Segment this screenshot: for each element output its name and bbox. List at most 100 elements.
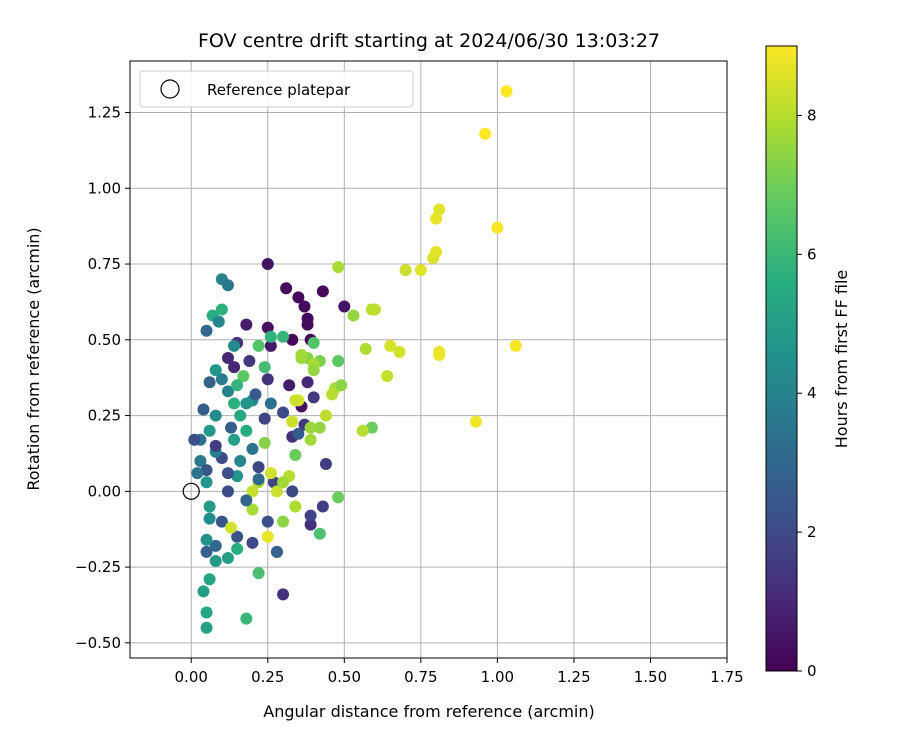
data-point — [221, 279, 234, 292]
data-point — [301, 376, 314, 389]
data-point — [200, 621, 213, 634]
data-point — [240, 397, 253, 410]
data-point — [261, 321, 274, 334]
data-point — [252, 567, 265, 580]
x-tick-label: 0.75 — [404, 668, 437, 686]
data-point — [200, 606, 213, 619]
data-point — [286, 485, 299, 498]
data-point — [430, 212, 443, 225]
data-points — [188, 85, 522, 634]
data-point — [246, 442, 259, 455]
data-point — [430, 245, 443, 258]
colorbar-frame — [765, 45, 798, 672]
data-point — [500, 85, 513, 98]
data-point — [319, 409, 332, 422]
data-point — [298, 300, 311, 313]
data-point — [249, 388, 262, 401]
data-point — [203, 512, 216, 525]
data-point — [234, 455, 247, 468]
y-tick-label: −0.50 — [75, 634, 121, 652]
data-point — [319, 458, 332, 471]
data-point — [215, 373, 228, 386]
data-point — [209, 409, 222, 422]
data-point — [301, 318, 314, 331]
y-tick-label: 1.00 — [88, 179, 121, 197]
data-point — [307, 364, 320, 377]
data-point — [479, 127, 492, 140]
colorbar-tick-label: 2 — [807, 523, 817, 541]
data-point — [292, 427, 305, 440]
data-point — [194, 455, 207, 468]
data-point — [277, 588, 290, 601]
data-point — [316, 285, 329, 298]
data-point — [240, 612, 253, 625]
legend-label: Reference platepar — [207, 81, 351, 99]
data-point — [191, 467, 204, 480]
data-point — [228, 397, 241, 410]
grid-lines — [130, 61, 728, 658]
data-point — [264, 467, 277, 480]
data-point — [203, 573, 216, 586]
colorbar-tick-label: 8 — [807, 106, 817, 124]
x-tick-label: 1.75 — [710, 668, 743, 686]
data-point — [209, 439, 222, 452]
legend: Reference platepar — [139, 70, 414, 108]
data-point — [197, 585, 210, 598]
x-tick-label: 0.00 — [175, 668, 208, 686]
data-point — [433, 203, 446, 216]
data-point — [277, 476, 290, 489]
data-point — [234, 409, 247, 422]
data-point — [264, 339, 277, 352]
data-point — [231, 379, 244, 392]
data-point — [237, 370, 250, 383]
data-point — [215, 515, 228, 528]
data-point — [231, 530, 244, 543]
data-point — [203, 424, 216, 437]
data-point — [270, 485, 283, 498]
data-point — [231, 470, 244, 483]
data-point — [261, 530, 274, 543]
data-point — [203, 376, 216, 389]
data-point — [304, 421, 317, 434]
data-point — [240, 424, 253, 437]
data-point — [326, 388, 339, 401]
data-point — [381, 370, 394, 383]
data-point — [225, 521, 238, 534]
data-point — [221, 351, 234, 364]
data-point — [433, 348, 446, 361]
data-point — [200, 476, 213, 489]
colorbar: 0 2 4 6 8 Hours from first FF file — [765, 45, 851, 680]
data-point — [246, 536, 259, 549]
data-point — [286, 415, 299, 428]
plot-frame — [129, 60, 728, 659]
x-tick-label: 1.25 — [557, 668, 590, 686]
data-point — [258, 436, 271, 449]
y-axis-label: Rotation from reference (arcmin) — [24, 227, 43, 490]
legend-marker-icon — [160, 79, 180, 99]
data-point — [277, 515, 290, 528]
data-point — [313, 527, 326, 540]
data-point — [292, 291, 305, 304]
data-point — [347, 309, 360, 322]
chart-title: FOV centre drift starting at 2024/06/30 … — [198, 30, 660, 52]
data-point — [313, 421, 326, 434]
data-point — [280, 282, 293, 295]
data-point — [221, 485, 234, 498]
colorbar-ticks: 0 2 4 6 8 — [797, 106, 817, 680]
data-point — [215, 303, 228, 316]
data-point — [240, 318, 253, 331]
data-point — [338, 300, 351, 313]
data-point — [212, 315, 225, 328]
y-tick-label: −0.25 — [75, 558, 121, 576]
data-point — [304, 518, 317, 531]
data-point — [240, 494, 253, 507]
colorbar-tick-label: 6 — [807, 245, 817, 263]
data-point — [277, 406, 290, 419]
data-point — [264, 397, 277, 410]
y-tick-label: 1.25 — [88, 104, 121, 122]
data-point — [414, 264, 427, 277]
data-point — [335, 379, 348, 392]
data-point — [304, 509, 317, 522]
data-point — [304, 433, 317, 446]
data-point — [258, 361, 271, 374]
